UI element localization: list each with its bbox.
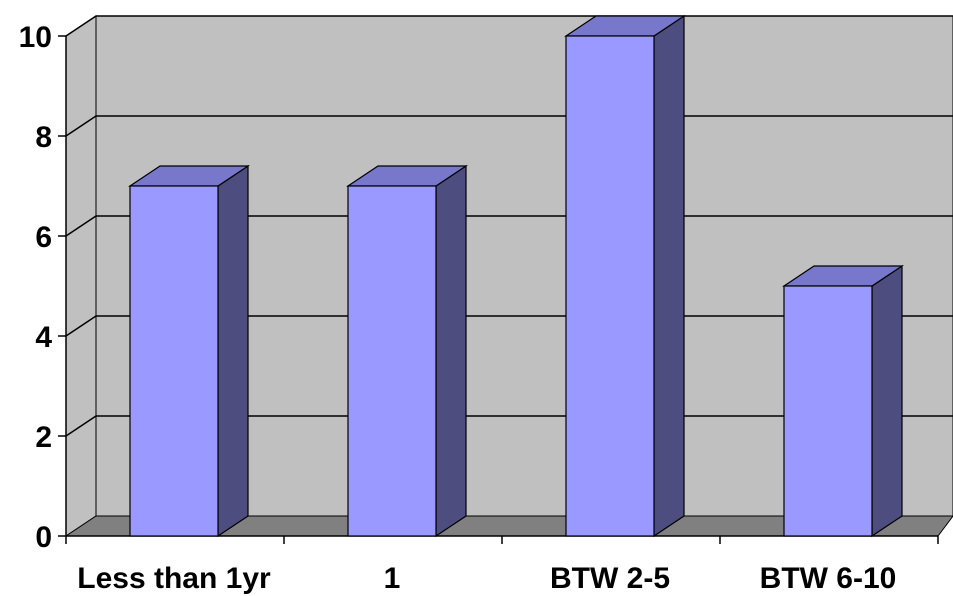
x-axis-category-labels: Less than 1yr 1 BTW 2-5 BTW 6-10 [77, 562, 896, 595]
y-tick-label: 6 [35, 221, 52, 254]
bar-front-face [129, 185, 219, 537]
y-axis-tick-labels: 0 2 4 6 8 10 [19, 21, 53, 554]
side-wall [65, 15, 97, 537]
bar-side-face [217, 164, 249, 538]
bar [128, 164, 250, 538]
x-category-label: 1 [384, 562, 401, 595]
bar [346, 164, 468, 538]
bar [564, 14, 686, 538]
x-category-label: BTW 2-5 [550, 562, 670, 595]
y-tick-label: 10 [19, 21, 52, 54]
bar-side-face [871, 264, 903, 538]
y-tick-label: 2 [35, 421, 52, 454]
y-tick-label: 8 [35, 121, 52, 154]
x-category-label: BTW 6-10 [760, 562, 897, 595]
bar-front-face [783, 285, 873, 537]
bar [782, 264, 904, 538]
bar-side-face [653, 14, 685, 538]
chart-walls [64, 15, 953, 537]
bar-front-face [565, 35, 655, 537]
bar-side-face [435, 164, 467, 538]
bars [128, 14, 904, 538]
y-tick-label: 0 [35, 521, 52, 554]
bar-front-face [347, 185, 437, 537]
x-category-label: Less than 1yr [77, 562, 271, 595]
y-tick-label: 4 [35, 321, 52, 354]
